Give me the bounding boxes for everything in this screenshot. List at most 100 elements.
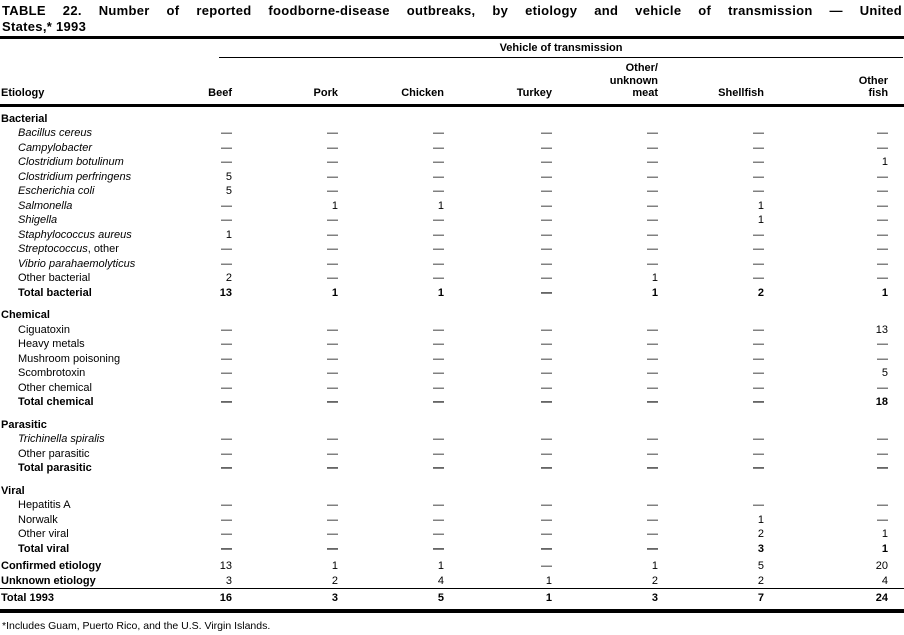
cell-value: — — [647, 257, 658, 270]
cell-value: — — [327, 323, 338, 336]
cell-value: — — [541, 127, 552, 139]
row-label: Shigella — [18, 214, 58, 226]
grand-total-value: 7 — [666, 588, 772, 613]
cell-value: — — [221, 433, 232, 445]
row-label-cell: Norwalk — [0, 513, 150, 528]
row-label-cell: Other parasitic — [0, 447, 150, 462]
table-row: Ciguatoxin — — — — — — 13 — [0, 323, 904, 338]
cell-value: 1 — [881, 542, 889, 555]
cell-value: — — [753, 272, 764, 284]
cell-value: — — [541, 214, 552, 226]
row-label: Unknown etiology — [1, 574, 96, 587]
cell-value: — — [327, 462, 338, 474]
cell-value: 5 — [757, 560, 764, 572]
section-heading: Bacterial — [1, 112, 48, 125]
cell-value: — — [433, 272, 444, 284]
column-header-line: Other/ — [625, 62, 658, 74]
cell-value: — — [433, 243, 444, 255]
table-row: Scombrotoxin — — — — — — 5 — [0, 366, 904, 381]
cell-value: — — [433, 367, 444, 379]
cell-value: — — [433, 528, 444, 540]
table-row: Hepatitis A — — — — — — — — [0, 498, 904, 513]
cell-value: — — [221, 352, 232, 365]
cell-value: 4 — [881, 574, 889, 587]
cell-value: — — [753, 499, 764, 511]
cell-value: — — [541, 156, 552, 168]
cell-value: — — [753, 127, 764, 139]
cell-value: 1 — [331, 199, 338, 212]
section-heading: Chemical — [1, 309, 50, 321]
cell-value: — — [877, 243, 889, 255]
row-label: Mushroom poisoning — [18, 352, 121, 365]
table-row: Other bacterial 2 — — — 1 — — — [0, 271, 904, 286]
table-body: Bacterial Bacillus cereus — — — — — — — Campyloba… — [0, 105, 904, 589]
cell-value: — — [327, 381, 338, 394]
cell-value: — — [327, 542, 338, 555]
cell-value: — — [647, 542, 658, 555]
cell-value: 1 — [651, 272, 658, 284]
cell-value: — — [753, 433, 764, 445]
table-row: Confirmed etiology 13 1 1 — 1 5 20 — [0, 556, 904, 574]
cell-value: 18 — [875, 396, 889, 408]
row-label-cell: Other chemical — [0, 381, 150, 396]
cell-value: 2 — [757, 574, 764, 587]
cell-value: — — [327, 257, 338, 270]
row-label: Other viral — [18, 528, 69, 540]
cell-value: — — [877, 272, 889, 284]
cell-value: — — [433, 447, 444, 460]
cell-value: — — [647, 528, 658, 540]
row-label-cell: Heavy metals — [0, 337, 150, 352]
cell-value: — — [647, 185, 658, 197]
cell-value: — — [541, 257, 552, 270]
cell-value: — — [647, 228, 658, 241]
row-label: Other chemical — [18, 381, 92, 394]
column-header-line: meat — [632, 87, 658, 99]
cell-value: — — [221, 447, 232, 460]
cell-value: — — [327, 499, 338, 511]
cell-value: — — [647, 170, 658, 183]
section-heading-row: Parasitic — [0, 410, 904, 433]
cell-value: — — [647, 338, 658, 350]
row-label: Hepatitis A — [18, 499, 71, 511]
row-label: Salmonella — [18, 199, 73, 212]
table-row: Mushroom poisoning — — — — — — — — [0, 352, 904, 367]
cell-value: — — [541, 528, 552, 540]
cell-value: 1 — [757, 199, 764, 212]
cell-value: — — [541, 199, 552, 212]
cell-value: — — [753, 156, 764, 168]
cell-value: — — [221, 127, 232, 139]
row-label-cell: Staphylococcus aureus — [0, 228, 150, 243]
cell-value: — — [433, 185, 444, 197]
cell-value: 1 — [757, 214, 764, 226]
column-header-chicken: Chicken — [346, 59, 452, 107]
grand-total-row: Total 1993 16 3 5 1 3 7 24 — [0, 588, 904, 613]
column-header-row: Etiology Beef Pork Chicken Turkey Other/unkn… — [0, 59, 904, 107]
row-label: Trichinella spiralis — [18, 433, 105, 445]
column-header-line: Pork — [313, 87, 338, 99]
column-header-turkey: Turkey — [452, 59, 560, 107]
cell-value: — — [327, 352, 338, 365]
row-label: Clostridium perfringens — [18, 170, 132, 183]
vehicle-of-transmission-spanner-cell: Vehicle of transmission — [150, 39, 904, 59]
row-label: Staphylococcus aureus — [18, 228, 132, 241]
cell-value: — — [221, 214, 232, 226]
cell-value: — — [541, 560, 552, 572]
cell-value: 1 — [651, 560, 658, 572]
cell-value: — — [327, 141, 338, 154]
cell-value: — — [877, 447, 889, 460]
table-row: Campylobacter — — — — — — — — [0, 141, 904, 156]
cell-value: — — [647, 352, 658, 365]
cell-value: — — [647, 462, 658, 474]
cell-value: — — [433, 396, 444, 408]
cell-value: — — [877, 499, 889, 511]
cell-value: — — [877, 185, 889, 197]
cell-value: — — [541, 228, 552, 241]
cell-value: — — [541, 141, 552, 154]
cell-value: — — [327, 272, 338, 284]
cell-value: — — [647, 381, 658, 394]
grand-total-value: 5 — [346, 588, 452, 613]
cell-value: — — [433, 170, 444, 183]
row-label-cell: Trichinella spiralis — [0, 432, 150, 447]
cell-value: — — [327, 338, 338, 350]
